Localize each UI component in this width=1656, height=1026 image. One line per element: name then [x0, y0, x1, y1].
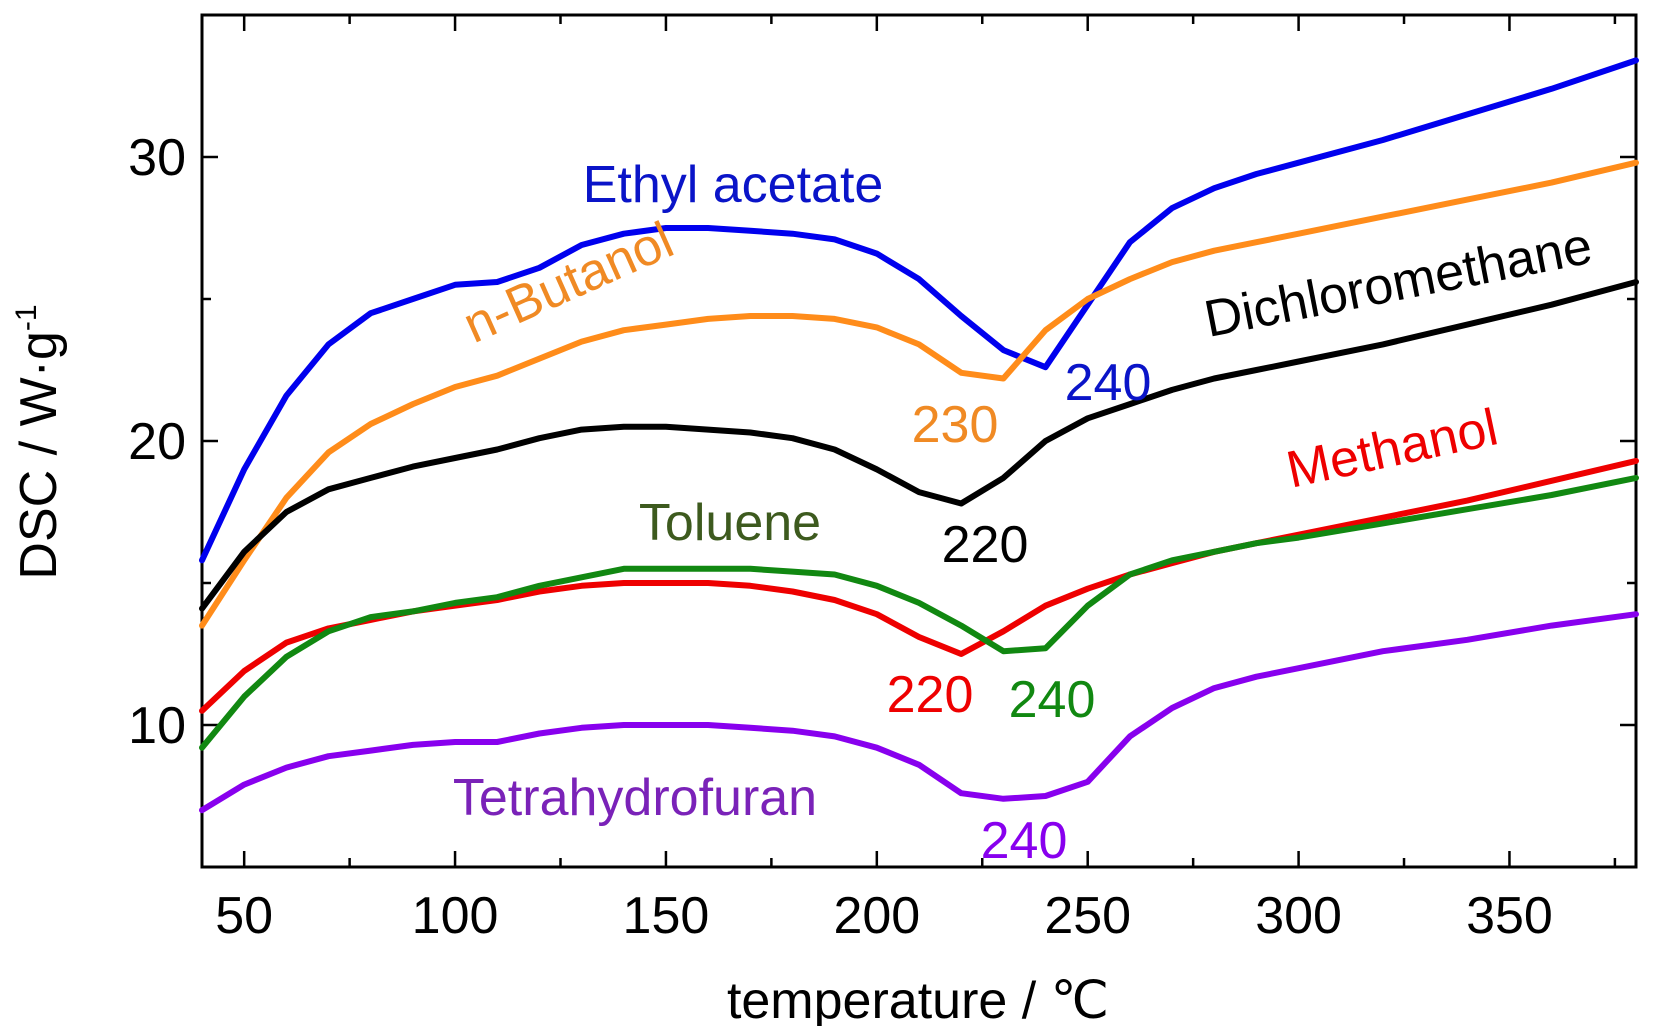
y-tick-label: 30	[128, 129, 186, 187]
x-tick-label: 300	[1255, 887, 1342, 945]
peak-label-dichloromethane: 220	[942, 516, 1029, 574]
series-label-ethyl-acetate: Ethyl acetate	[583, 156, 884, 214]
series-line-dichloromethane	[199, 279, 1639, 612]
x-tick-label: 100	[412, 887, 499, 945]
series-line-toluene	[199, 474, 1639, 751]
peak-label-n-butanol: 230	[912, 396, 999, 454]
x-tick-label: 150	[623, 887, 710, 945]
axis-ticks	[202, 15, 1636, 867]
peak-label-ethyl-acetate: 240	[1065, 354, 1152, 412]
series-line-ethyl-acetate	[199, 57, 1639, 564]
y-axis-title: DSC / W·g-1	[10, 304, 68, 579]
peak-label-methanol: 220	[887, 666, 974, 724]
x-tick-label: 50	[215, 887, 273, 945]
peak-annotations: 240 230 220 220 240 240	[887, 354, 1152, 870]
x-axis-title: temperature / ℃	[727, 972, 1109, 1026]
series-line-tetrahydrofuran	[199, 611, 1639, 814]
peak-label-toluene: 240	[1009, 671, 1096, 729]
series-line-n-butanol	[199, 159, 1639, 629]
x-tick-label: 250	[1044, 887, 1131, 945]
series-label-methanol: Toluene	[639, 494, 821, 552]
series-label-tetrahydrofuran: Tetrahydrofuran	[453, 769, 817, 827]
peak-label-tetrahydrofuran: 240	[981, 812, 1068, 870]
series-label-dichloromethane: Dichloromethane	[1200, 217, 1597, 349]
y-axis-title-exponent: -1	[10, 304, 43, 331]
y-axis-title-main: DSC / W·g	[10, 331, 68, 579]
x-tick-label: 350	[1466, 887, 1553, 945]
y-tick-label: 10	[128, 697, 186, 755]
y-tick-label: 20	[128, 413, 186, 471]
x-tick-label: 200	[833, 887, 920, 945]
series-lines	[199, 57, 1639, 814]
series-label-toluene: Methanol	[1282, 398, 1503, 499]
tick-labels: 50 100 150 200 250 300 350 10 20 30	[128, 129, 1553, 945]
